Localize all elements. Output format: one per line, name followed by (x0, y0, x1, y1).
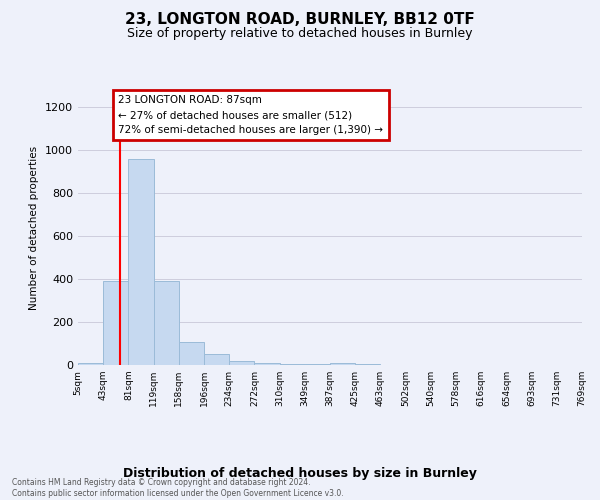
Bar (305, 364, 330, 365)
Text: 23 LONGTON ROAD: 87sqm
← 27% of detached houses are smaller (512)
72% of semi-de: 23 LONGTON ROAD: 87sqm ← 27% of detached… (118, 96, 383, 135)
Bar (179, 342, 204, 365)
Bar (103, 281, 128, 365)
Bar (204, 354, 229, 365)
Text: Distribution of detached houses by size in Burnley: Distribution of detached houses by size … (123, 467, 477, 480)
Bar (280, 364, 305, 365)
Bar (355, 364, 380, 365)
Y-axis label: Number of detached properties: Number of detached properties (29, 146, 40, 310)
Text: Contains HM Land Registry data © Crown copyright and database right 2024.
Contai: Contains HM Land Registry data © Crown c… (12, 478, 344, 498)
Bar (78, 363, 103, 365)
Bar (154, 281, 179, 365)
Text: Size of property relative to detached houses in Burnley: Size of property relative to detached ho… (127, 28, 473, 40)
Bar (254, 363, 280, 365)
Bar (128, 158, 154, 365)
Text: 23, LONGTON ROAD, BURNLEY, BB12 0TF: 23, LONGTON ROAD, BURNLEY, BB12 0TF (125, 12, 475, 28)
Bar (330, 363, 355, 365)
Bar (229, 360, 254, 365)
